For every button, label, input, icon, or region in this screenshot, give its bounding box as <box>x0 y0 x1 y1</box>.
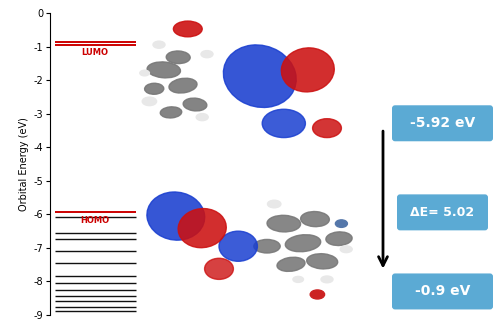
Ellipse shape <box>340 246 352 253</box>
Text: ΔE= 5.02: ΔE= 5.02 <box>410 206 474 219</box>
Ellipse shape <box>201 51 213 58</box>
Ellipse shape <box>336 220 347 227</box>
Ellipse shape <box>224 45 296 108</box>
Ellipse shape <box>160 107 182 118</box>
Ellipse shape <box>321 276 333 283</box>
Ellipse shape <box>286 235 320 252</box>
Ellipse shape <box>153 41 165 48</box>
Ellipse shape <box>142 97 156 106</box>
Ellipse shape <box>262 109 306 138</box>
Ellipse shape <box>166 51 190 64</box>
Ellipse shape <box>204 258 234 279</box>
Ellipse shape <box>277 257 305 271</box>
Ellipse shape <box>169 78 197 93</box>
Ellipse shape <box>140 70 149 76</box>
Ellipse shape <box>254 240 280 253</box>
FancyBboxPatch shape <box>392 273 493 310</box>
Ellipse shape <box>300 211 330 227</box>
Text: LUMO: LUMO <box>82 48 108 57</box>
FancyBboxPatch shape <box>397 194 488 230</box>
Ellipse shape <box>268 200 281 208</box>
Ellipse shape <box>310 290 324 299</box>
Ellipse shape <box>267 215 300 232</box>
Ellipse shape <box>326 232 352 246</box>
Ellipse shape <box>183 98 207 111</box>
FancyBboxPatch shape <box>392 105 493 141</box>
Ellipse shape <box>178 209 226 248</box>
Ellipse shape <box>144 83 164 94</box>
Ellipse shape <box>306 254 338 269</box>
Ellipse shape <box>282 48 335 92</box>
Text: HOMO: HOMO <box>80 216 110 225</box>
Ellipse shape <box>312 119 342 138</box>
Ellipse shape <box>147 192 204 240</box>
Text: -5.92 eV: -5.92 eV <box>410 116 475 130</box>
Ellipse shape <box>196 114 208 121</box>
Ellipse shape <box>174 21 202 37</box>
Y-axis label: Orbital Energy (eV): Orbital Energy (eV) <box>19 117 29 211</box>
Ellipse shape <box>219 231 258 261</box>
Ellipse shape <box>147 62 180 78</box>
Text: -0.9 eV: -0.9 eV <box>415 284 470 298</box>
Ellipse shape <box>293 276 304 282</box>
